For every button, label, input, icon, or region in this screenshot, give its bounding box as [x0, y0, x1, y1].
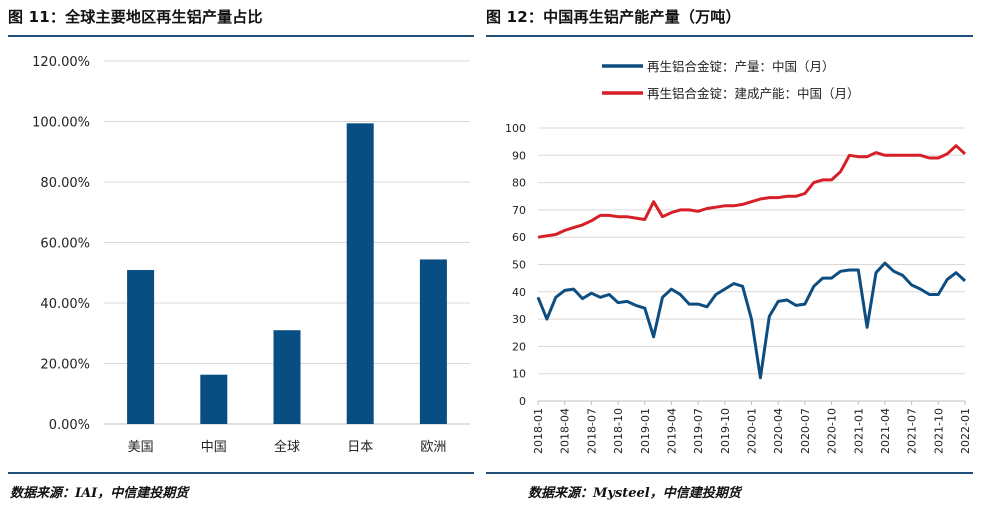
bar-x-tick-label: 中国	[201, 440, 227, 455]
left-source-rule	[8, 472, 474, 474]
bar-美国	[127, 270, 155, 424]
line-y-tick-label: 90	[512, 149, 526, 162]
line-x-tick-label: 2020-04	[772, 408, 785, 454]
line-x-tick-label: 2019-07	[692, 408, 705, 454]
line-y-tick-label: 20	[512, 340, 526, 353]
line-x-tick-label: 2020-07	[799, 408, 812, 454]
line-y-tick-label: 40	[512, 286, 526, 299]
line-y-tick-label: 100	[505, 122, 526, 135]
line-x-tick-label: 2021-01	[852, 408, 865, 454]
bar-y-tick-label: 20.00%	[40, 358, 90, 373]
bar-chart: 0.00% 20.00% 40.00% 60.00% 80.00% 100.00% 120.…	[32, 55, 470, 455]
line-x-tick-label: 2021-07	[906, 408, 919, 454]
bar-y-tick-label: 120.00%	[32, 55, 90, 70]
bar-y-tick-label: 100.00%	[32, 116, 90, 131]
line-y-tick-label: 80	[512, 177, 526, 190]
bar-y-tick-label: 0.00%	[49, 418, 90, 433]
line-y-tick-label: 50	[512, 259, 526, 272]
line-x-tick-label: 2022-01	[959, 408, 972, 454]
line-x-tick-label: 2019-04	[665, 408, 678, 454]
bar-x-tick-label: 美国	[128, 440, 154, 455]
bar-x-tick-label: 日本	[347, 440, 373, 455]
line-x-tick-label: 2020-01	[746, 408, 759, 454]
line-x-tick-label: 2018-01	[532, 408, 545, 454]
bar-y-tick-label: 40.00%	[40, 297, 90, 312]
line-y-tick-label: 60	[512, 231, 526, 244]
line-y-tick-label: 30	[512, 313, 526, 326]
left-chart-title: 图 11：全球主要地区再生铝产量占比	[8, 8, 263, 26]
right-source-note: 数据来源：Mysteel，中信建投期货	[528, 486, 741, 501]
line-y-tick-label: 10	[512, 368, 526, 381]
line-x-tick-label: 2019-01	[639, 408, 652, 454]
bar-x-tick-label: 全球	[274, 439, 300, 455]
bar-欧洲	[419, 259, 447, 424]
bar-中国	[200, 374, 228, 424]
bar-x-tick-label: 欧洲	[420, 440, 446, 455]
right-chart-title: 图 12：中国再生铝产能产量（万吨）	[486, 8, 741, 26]
line-x-tick-label: 2021-04	[879, 408, 892, 454]
legend-label-production: 再生铝合金锭：产量：中国（月）	[647, 59, 835, 74]
left-source-note: 数据来源：IAI，中信建投期货	[10, 486, 189, 501]
right-source-rule	[486, 472, 973, 474]
line-chart: 0 10 20 30 40 50 60 70 80 90 100 2018-01 2018-04 2018…	[505, 59, 972, 454]
bar-y-tick-label: 80.00%	[40, 176, 90, 191]
right-title-rule	[486, 35, 973, 37]
line-x-tick-label: 2018-04	[559, 408, 572, 454]
line-x-tick-label: 2018-10	[612, 408, 625, 454]
line-y-tick-label: 70	[512, 204, 526, 217]
bar-y-tick-label: 60.00%	[40, 237, 90, 252]
capacity-series-line	[537, 144, 967, 239]
line-y-tick-label: 0	[519, 395, 526, 408]
line-x-tick-label: 2019-10	[719, 408, 732, 454]
legend-label-capacity: 再生铝合金锭：建成产能：中国（月）	[647, 86, 860, 101]
line-x-tick-label: 2021-10	[932, 408, 945, 454]
bar-全球	[273, 330, 301, 424]
bar-日本	[346, 123, 374, 424]
production-series-line	[536, 261, 967, 380]
line-x-tick-label: 2020-10	[826, 408, 839, 454]
left-title-rule	[8, 35, 474, 37]
line-x-tick-label: 2018-07	[585, 408, 598, 454]
